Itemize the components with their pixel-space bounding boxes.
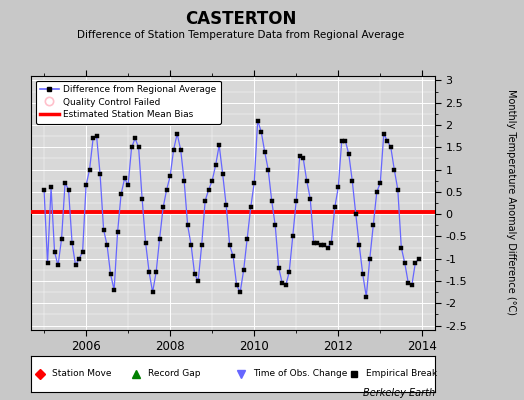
Text: Monthly Temperature Anomaly Difference (°C): Monthly Temperature Anomaly Difference (… (506, 89, 516, 315)
Text: Empirical Break: Empirical Break (366, 370, 438, 378)
Text: Station Move: Station Move (51, 370, 111, 378)
Legend: Difference from Regional Average, Quality Control Failed, Estimated Station Mean: Difference from Regional Average, Qualit… (36, 80, 221, 124)
Text: Record Gap: Record Gap (148, 370, 201, 378)
Text: CASTERTON: CASTERTON (185, 10, 297, 28)
Text: Difference of Station Temperature Data from Regional Average: Difference of Station Temperature Data f… (78, 30, 405, 40)
Text: Time of Obs. Change: Time of Obs. Change (254, 370, 348, 378)
Text: Berkeley Earth: Berkeley Earth (363, 388, 435, 398)
